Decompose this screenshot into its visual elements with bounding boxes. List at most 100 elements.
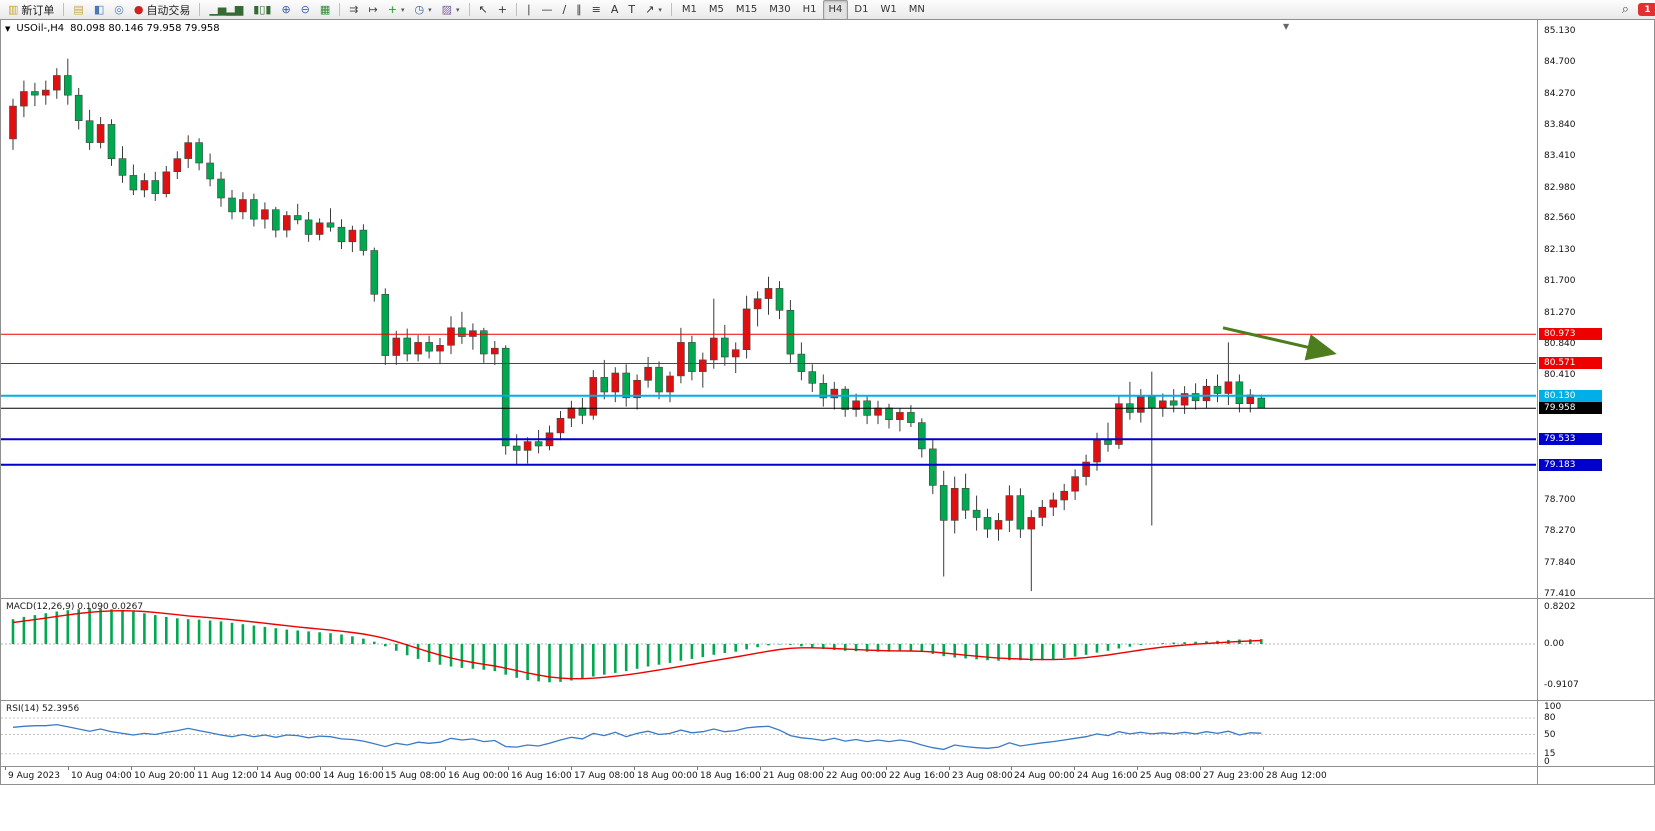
time-axis-label: 21 Aug 08:00 bbox=[763, 771, 824, 781]
timeframe-h1-button[interactable]: H1 bbox=[802, 4, 817, 15]
candle bbox=[41, 89, 50, 96]
trend-arrow[interactable] bbox=[1222, 326, 1337, 361]
time-axis-label: 27 Aug 23:00 bbox=[1203, 771, 1264, 781]
price-axis-label: 83.840 bbox=[1544, 120, 1576, 130]
zoom-out-icon: ⊖ bbox=[300, 3, 310, 16]
candle bbox=[1191, 393, 1200, 402]
time-axis-tick bbox=[760, 767, 761, 770]
candle bbox=[173, 158, 182, 173]
chart-shift-icon[interactable]: ↦ bbox=[364, 0, 383, 20]
symbol-dropdown-icon[interactable]: ▼ bbox=[5, 24, 11, 33]
time-axis-label: 16 Aug 16:00 bbox=[511, 771, 572, 781]
text-label-icon[interactable]: T bbox=[623, 0, 640, 20]
macd-panel[interactable]: MACD(12,26,9) 0.1090 0.0267 bbox=[1, 600, 1536, 700]
candle bbox=[469, 330, 477, 337]
toolbar: ▥ 新订单 ▤ ◧ ◎ ● 自动交易 ▁▅▂▆ ▮▯▮ ⊕ ⊖ ▦ ⇉ ↦ + ▾ ◷ ▾ ▨ ▾ ↖ + ∣ — ∕ ∥ ≡ A T ↗… bbox=[0, 0, 1655, 20]
arrows-icon[interactable]: ↗ ▾ bbox=[640, 0, 667, 20]
toolbar-separator bbox=[515, 3, 517, 16]
timeframe-group: M1 M5 M15 M30 H1 H4 D1 W1 MN bbox=[676, 0, 931, 20]
macd-axis-label: -0.9107 bbox=[1544, 680, 1579, 690]
zoom-in-icon[interactable]: ⊕ bbox=[276, 0, 295, 20]
toolbar-separator bbox=[63, 3, 65, 16]
auto-scroll-icon[interactable]: ⇉ bbox=[344, 0, 363, 20]
indicators-add-button[interactable]: + ▾ bbox=[383, 0, 410, 20]
candle bbox=[63, 75, 72, 96]
macd-signal-line bbox=[12, 609, 1262, 680]
candle bbox=[841, 388, 850, 410]
scroll-group: ⇉ ↦ + ▾ ◷ ▾ ▨ ▾ bbox=[344, 0, 464, 19]
periods-button[interactable]: ◷ ▾ bbox=[409, 0, 436, 20]
navigator-icon[interactable]: ◎ bbox=[109, 0, 129, 20]
time-axis-tick bbox=[5, 767, 6, 770]
indicator-plus-icon: + bbox=[387, 3, 397, 16]
new-order-button[interactable]: ▥ 新订单 bbox=[3, 0, 59, 20]
candle bbox=[1027, 517, 1036, 530]
channel-icon[interactable]: ∥ bbox=[571, 0, 587, 20]
time-axis[interactable]: 9 Aug 2023 10 Aug 04:00 10 Aug 20:00 11 Aug… bbox=[1, 767, 1537, 785]
time-axis-tick bbox=[194, 767, 195, 770]
time-axis-label: 10 Aug 04:00 bbox=[71, 771, 132, 781]
candle bbox=[1104, 439, 1112, 445]
fibonacci-icon[interactable]: ≡ bbox=[587, 0, 606, 20]
horizontal-line-icon[interactable]: — bbox=[536, 0, 557, 20]
text-icon[interactable]: A bbox=[606, 0, 624, 20]
notification-badge[interactable]: 1 bbox=[1638, 3, 1655, 16]
time-axis-label: 22 Aug 00:00 bbox=[826, 771, 887, 781]
price-axis[interactable]: 85.130 84.700 84.270 83.840 83.410 82.980 82.5… bbox=[1537, 20, 1655, 784]
candle bbox=[20, 91, 28, 107]
candle bbox=[907, 412, 915, 423]
timeframe-mn-button[interactable]: MN bbox=[908, 4, 925, 15]
panel-separator[interactable] bbox=[1, 700, 1654, 701]
timeframe-h4-button[interactable]: H4 bbox=[822, 0, 849, 20]
chart-ohlc: 80.098 80.146 79.958 79.958 bbox=[70, 23, 220, 34]
candle bbox=[52, 75, 61, 91]
candle bbox=[479, 330, 488, 355]
data-window-icon[interactable]: ◧ bbox=[89, 0, 109, 20]
timeframe-d1-button[interactable]: D1 bbox=[854, 4, 869, 15]
bars-chart-icon: ▁▅▂▆ bbox=[209, 3, 244, 16]
bars-chart-icon[interactable]: ▁▅▂▆ bbox=[204, 0, 248, 20]
rsi-label: RSI(14) 52.3956 bbox=[6, 704, 80, 714]
main-chart-plot[interactable]: ▼ USOil-,H4 80.098 80.146 79.958 79.958 … bbox=[1, 20, 1536, 598]
candle bbox=[392, 337, 401, 356]
toolbar-left: ▥ 新订单 ▤ ◧ ◎ ● 自动交易 ▁▅▂▆ ▮▯▮ ⊕ ⊖ ▦ ⇉ ↦ + ▾ ◷ ▾ ▨ ▾ ↖ + ∣ — ∕ ∥ ≡ A T ↗… bbox=[3, 0, 931, 20]
data-window-icon: ◧ bbox=[93, 3, 105, 16]
time-axis-label: 16 Aug 00:00 bbox=[448, 771, 509, 781]
market-watch-icon[interactable]: ▤ bbox=[68, 0, 88, 20]
candle bbox=[753, 298, 762, 310]
candlestick-chart-icon[interactable]: ▮▯▮ bbox=[248, 0, 276, 20]
crosshair-icon[interactable]: + bbox=[493, 0, 512, 20]
search-icon[interactable]: ⌕ bbox=[1617, 0, 1634, 20]
channel-icon: ∥ bbox=[576, 3, 582, 16]
tile-windows-icon[interactable]: ▦ bbox=[315, 0, 335, 20]
autotrading-icon: ● bbox=[133, 3, 144, 16]
candle bbox=[74, 94, 83, 121]
candle bbox=[9, 105, 17, 140]
panel-separator[interactable] bbox=[1, 766, 1654, 767]
timeframe-w1-button[interactable]: W1 bbox=[880, 4, 897, 15]
candle bbox=[644, 366, 652, 381]
candle bbox=[775, 288, 784, 311]
candle bbox=[633, 379, 641, 399]
vertical-line-icon: ∣ bbox=[525, 3, 532, 16]
main-chart-svg[interactable] bbox=[1, 20, 1536, 598]
autotrading-button[interactable]: ● 自动交易 bbox=[129, 0, 196, 20]
candle bbox=[85, 120, 94, 143]
candle bbox=[742, 308, 751, 350]
vertical-line-icon[interactable]: ∣ bbox=[521, 0, 537, 20]
timeframe-m5-button[interactable]: M5 bbox=[708, 4, 724, 15]
candle bbox=[523, 441, 532, 451]
trendline-icon[interactable]: ∕ bbox=[557, 0, 571, 20]
candle bbox=[852, 400, 860, 410]
zoom-out-icon[interactable]: ⊖ bbox=[296, 0, 315, 20]
timeframe-m1-button[interactable]: M1 bbox=[681, 4, 697, 15]
timeframe-m30-button[interactable]: M30 bbox=[769, 4, 791, 15]
rsi-axis-label: 100 bbox=[1544, 702, 1562, 712]
candle bbox=[1213, 385, 1222, 394]
timeframe-m15-button[interactable]: M15 bbox=[735, 4, 758, 15]
templates-button[interactable]: ▨ ▾ bbox=[437, 0, 465, 20]
rsi-panel[interactable]: RSI(14) 52.3956 bbox=[1, 702, 1536, 766]
panel-separator[interactable] bbox=[1, 598, 1654, 599]
candle bbox=[1224, 381, 1233, 394]
cursor-icon[interactable]: ↖ bbox=[474, 0, 493, 20]
